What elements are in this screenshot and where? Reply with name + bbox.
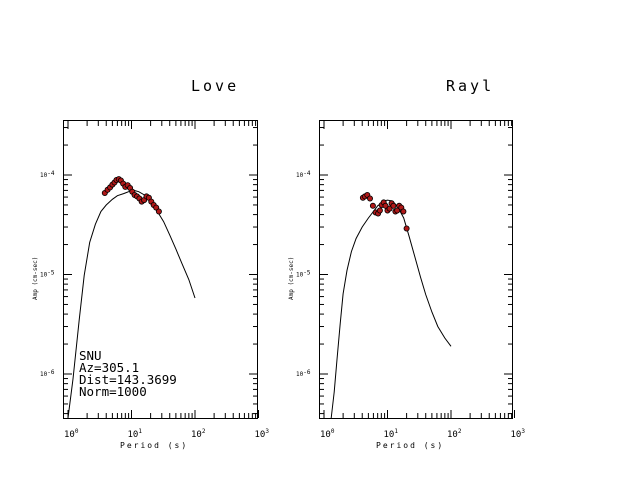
rayl-x-tick-label: 100 (320, 428, 335, 440)
love-plot-frame (63, 120, 258, 419)
rayl-x-tick-label: 102 (447, 428, 462, 440)
rayl-axis-ticks (320, 121, 515, 418)
rayl-observed-point (376, 207, 383, 214)
rayl-observed-point (366, 195, 373, 202)
rayl-y-tick-label: 10-6 (296, 369, 311, 378)
love-model-curve (67, 189, 196, 419)
rayl-y-tick-labels: 10-6 10-5 10-4 (296, 170, 311, 378)
love-observed-point (155, 208, 162, 215)
love-y-tick-label: 10-6 (40, 369, 55, 378)
love-marks (67, 176, 196, 419)
rayl-marks (330, 191, 452, 419)
love-axis-ticks (64, 121, 259, 418)
love-x-tick-label: 102 (191, 428, 206, 440)
rayl-panel-title: Rayl (446, 77, 494, 95)
rayl-x-tick-labels: 100 101 102 103 (320, 428, 525, 440)
rayl-panel: Rayl 100 101 102 103 10-6 10-5 10-4 Period (s… (288, 77, 525, 450)
rayl-observed-point (369, 202, 376, 209)
azimuth-label: Az=305.1 (79, 360, 139, 375)
love-x-tick-label: 100 (64, 428, 79, 440)
rayl-y-axis-label: Amp (cm-sec) (288, 257, 295, 300)
rayl-observed-point (390, 202, 397, 209)
love-x-tick-labels: 100 101 102 103 (64, 428, 269, 440)
rayl-model-curve (330, 199, 452, 419)
distance-label: Dist=143.3699 (79, 372, 177, 387)
station-info: SNU Az=305.1 Dist=143.3699 Norm=1000 (79, 348, 177, 399)
rayl-x-tick-label: 103 (511, 428, 526, 440)
rayl-observed-point (400, 208, 407, 215)
rayl-y-tick-label: 10-4 (296, 170, 311, 179)
love-y-tick-label: 10-4 (40, 170, 55, 179)
rayl-observed-point (403, 225, 410, 232)
rayl-x-axis-label: Period (s) (376, 441, 444, 450)
love-y-tick-label: 10-5 (40, 270, 55, 279)
rayl-y-tick-label: 10-5 (296, 270, 311, 279)
love-panel-title: Love (191, 77, 239, 95)
love-x-tick-label: 103 (255, 428, 270, 440)
norm-label: Norm=1000 (79, 384, 147, 399)
love-x-tick-label: 101 (128, 428, 143, 440)
love-x-axis-label: Period (s) (120, 441, 188, 450)
station-name: SNU (79, 348, 102, 363)
love-y-axis-label: Amp (cm-sec) (32, 257, 39, 300)
love-y-tick-labels: 10-6 10-5 10-4 (40, 170, 55, 378)
love-panel: Love 100 101 102 103 10-6 10-5 10-4 Period (s… (32, 77, 269, 450)
rayl-x-tick-label: 101 (384, 428, 399, 440)
rayl-plot-frame (319, 120, 513, 419)
